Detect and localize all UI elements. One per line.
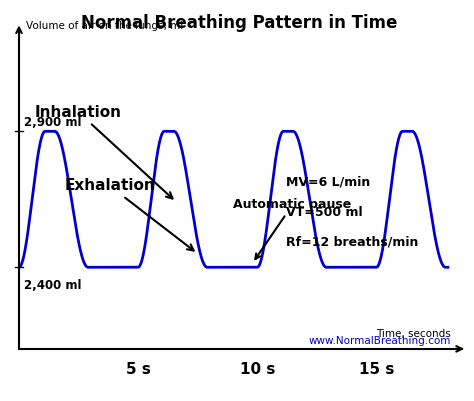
Text: Inhalation: Inhalation xyxy=(35,105,173,198)
Text: 2,900 ml: 2,900 ml xyxy=(24,115,81,129)
Text: 2,400 ml: 2,400 ml xyxy=(24,279,81,292)
Text: Automatic pause: Automatic pause xyxy=(233,198,352,259)
Text: MV=6 L/min: MV=6 L/min xyxy=(286,176,370,189)
Text: Exhalation: Exhalation xyxy=(64,178,193,251)
Text: Time, seconds: Time, seconds xyxy=(376,328,451,338)
Text: www.NormalBreathing.com: www.NormalBreathing.com xyxy=(309,336,451,346)
Text: Rf=12 breaths/min: Rf=12 breaths/min xyxy=(286,235,418,249)
Text: VT=500 ml: VT=500 ml xyxy=(286,206,363,219)
Title: Normal Breathing Pattern in Time: Normal Breathing Pattern in Time xyxy=(81,14,398,32)
Text: Volume of air on the lungs, ml: Volume of air on the lungs, ml xyxy=(26,20,183,30)
